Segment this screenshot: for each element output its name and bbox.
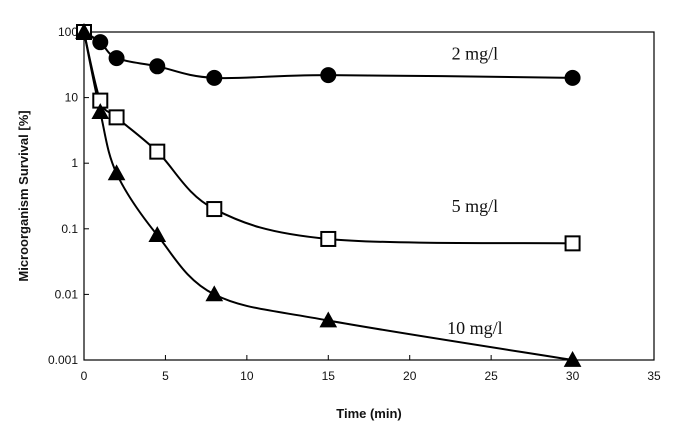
y-tick-label: 100 [58, 25, 78, 39]
data-point-5-mg-l [149, 143, 166, 160]
data-point-2-mg-l [108, 50, 125, 67]
y-axis-title: Microorganism Survival [%] [16, 110, 31, 281]
data-point-5-mg-l [206, 201, 223, 218]
data-point-5-mg-l [320, 230, 337, 247]
x-tick-label: 20 [403, 369, 417, 383]
x-tick-label: 10 [240, 369, 254, 383]
data-point-10-mg-l [319, 311, 338, 328]
x-tick-label: 0 [81, 369, 88, 383]
x-axis-title: Time (min) [336, 406, 402, 421]
y-tick-label: 10 [65, 91, 79, 105]
series-label-5-mg-l: 5 mg/l [452, 196, 499, 216]
data-point-5-mg-l [108, 109, 125, 126]
x-axis-ticks: 0 5 10 15 20 25 30 35 [81, 355, 661, 383]
y-axis-ticks: 0.001 0.01 0.1 1 10 100 [48, 25, 89, 367]
x-tick-label: 25 [484, 369, 498, 383]
series-markers [75, 22, 582, 367]
y-tick-label: 0.001 [48, 353, 78, 367]
series-labels: 2 mg/l 5 mg/l 10 mg/l [447, 44, 503, 338]
data-point-10-mg-l [205, 285, 224, 302]
data-point-10-mg-l [91, 103, 110, 120]
y-tick-label: 0.01 [55, 287, 79, 301]
data-point-10-mg-l [75, 22, 93, 39]
y-tick-label: 0.1 [61, 222, 78, 236]
x-tick-label: 35 [647, 369, 661, 383]
x-tick-label: 15 [322, 369, 336, 383]
data-point-2-mg-l [564, 69, 581, 86]
data-point-2-mg-l [92, 34, 109, 51]
data-point-2-mg-l [206, 69, 223, 86]
data-point-5-mg-l [564, 235, 581, 252]
data-point-2-mg-l [320, 67, 337, 84]
data-point-10-mg-l [563, 350, 582, 367]
data-point-10-mg-l [107, 164, 126, 181]
x-tick-label: 30 [566, 369, 580, 383]
series-label-2-mg-l: 2 mg/l [452, 44, 499, 64]
series-label-10-mg-l: 10 mg/l [447, 318, 503, 338]
x-tick-label: 5 [162, 369, 169, 383]
plot-frame [83, 31, 655, 361]
y-tick-label: 1 [71, 156, 78, 170]
data-point-10-mg-l [148, 226, 167, 243]
data-point-2-mg-l [149, 58, 166, 75]
